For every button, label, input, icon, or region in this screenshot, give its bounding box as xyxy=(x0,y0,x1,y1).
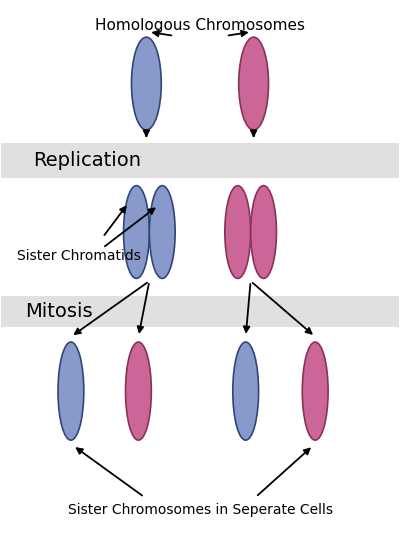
Ellipse shape xyxy=(58,342,84,440)
Text: Replication: Replication xyxy=(33,151,141,170)
Ellipse shape xyxy=(239,37,268,130)
Ellipse shape xyxy=(126,342,151,440)
Ellipse shape xyxy=(225,185,251,278)
Ellipse shape xyxy=(124,185,149,278)
Ellipse shape xyxy=(302,342,328,440)
Ellipse shape xyxy=(233,342,258,440)
Text: Homologous Chromosomes: Homologous Chromosomes xyxy=(95,18,305,33)
Bar xyxy=(1,143,399,177)
Ellipse shape xyxy=(149,185,175,278)
Bar xyxy=(1,296,399,327)
Text: Mitosis: Mitosis xyxy=(25,302,93,321)
Text: Sister Chromatids: Sister Chromatids xyxy=(17,249,141,263)
Text: Sister Chromosomes in Seperate Cells: Sister Chromosomes in Seperate Cells xyxy=(68,503,332,518)
Ellipse shape xyxy=(132,37,161,130)
Ellipse shape xyxy=(251,185,276,278)
